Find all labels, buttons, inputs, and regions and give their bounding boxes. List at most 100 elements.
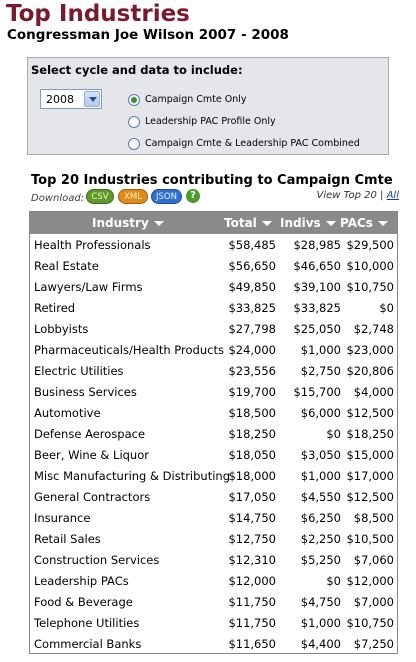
table-row: Lobbyists $27,798 $25,050 $2,748	[30, 318, 397, 339]
cell-pacs: $23,000	[346, 343, 394, 357]
cell-indivs: $39,100	[293, 280, 341, 294]
cell-indivs: $1,000	[300, 616, 341, 630]
radio-campaign-cmte[interactable]	[128, 94, 140, 106]
filter-panel: Select cycle and data to include: 2008 C…	[27, 57, 389, 155]
cell-total: $12,310	[228, 553, 276, 567]
download-label: Download:	[31, 193, 85, 204]
cell-total: $24,000	[228, 343, 276, 357]
cell-total: $18,250	[228, 427, 276, 441]
cell-industry: Health Professionals	[34, 238, 151, 252]
radio-label: Campaign Cmte Only	[145, 94, 247, 105]
download-json-button[interactable]: JSON	[151, 189, 182, 204]
cell-industry: Construction Services	[34, 553, 160, 567]
cell-indivs: $1,000	[300, 343, 341, 357]
cell-total: $49,850	[228, 280, 276, 294]
cell-indivs: $2,250	[300, 532, 341, 546]
sort-arrow-icon	[261, 221, 272, 226]
cell-industry: Leadership PACs	[34, 574, 129, 588]
table-row: Retail Sales $12,750 $2,250 $10,500	[30, 528, 397, 549]
industries-table: Industry Total Indivs PACs Health Profes…	[29, 211, 398, 654]
cell-indivs: $6,000	[300, 406, 341, 420]
chevron-down-icon[interactable]	[84, 91, 100, 107]
section-title: Top 20 Industries contributing to Campai…	[31, 173, 393, 188]
cell-industry: Retail Sales	[34, 532, 101, 546]
cell-total: $27,798	[228, 322, 276, 336]
cell-industry: Defense Aerospace	[34, 427, 146, 441]
cell-indivs: $25,050	[293, 322, 341, 336]
header-pacs-label: PACs	[340, 216, 373, 230]
cell-indivs: $4,550	[300, 490, 341, 504]
cell-total: $23,556	[228, 364, 276, 378]
cell-pacs: $8,500	[353, 511, 394, 525]
cell-pacs: $18,250	[346, 427, 394, 441]
filter-heading: Select cycle and data to include:	[31, 63, 243, 77]
help-icon[interactable]: ?	[186, 189, 200, 203]
header-industry[interactable]: Industry	[92, 216, 164, 230]
download-csv-button[interactable]: CSV	[86, 189, 114, 204]
cycle-select[interactable]: 2008	[40, 89, 102, 109]
cell-pacs: $12,500	[346, 490, 394, 504]
cell-industry: General Contractors	[34, 490, 151, 504]
cell-total: $58,485	[228, 238, 276, 252]
cell-indivs: $33,825	[293, 301, 341, 315]
cell-indivs: $3,050	[300, 448, 341, 462]
download-xml-button[interactable]: XML	[118, 189, 148, 204]
radio-label: Leadership PAC Profile Only	[145, 116, 276, 127]
cell-total: $18,050	[228, 448, 276, 462]
cell-indivs: $5,250	[300, 553, 341, 567]
page-title: Top Industries	[6, 1, 190, 27]
radio-combined[interactable]	[128, 138, 140, 150]
sort-arrow-icon	[153, 221, 164, 226]
cell-total: $11,650	[228, 637, 276, 651]
cell-pacs: $10,500	[346, 532, 394, 546]
view-all-link[interactable]: All	[386, 190, 399, 201]
view-links: View Top 20 | All	[316, 190, 399, 201]
cell-indivs: $4,400	[300, 637, 341, 651]
cell-industry: Real Estate	[34, 259, 99, 273]
header-indivs[interactable]: Indivs	[280, 216, 336, 230]
table-row: Lawyers/Law Firms $49,850 $39,100 $10,750	[30, 276, 397, 297]
cell-industry: Lobbyists	[34, 322, 89, 336]
header-pacs[interactable]: PACs	[340, 216, 388, 230]
cell-pacs: $10,750	[346, 616, 394, 630]
cell-pacs: $4,000	[353, 385, 394, 399]
header-total[interactable]: Total	[224, 216, 272, 230]
cell-pacs: $0	[379, 301, 394, 315]
table-row: Beer, Wine & Liquor $18,050 $3,050 $15,000	[30, 444, 397, 465]
cell-pacs: $17,000	[346, 469, 394, 483]
cell-industry: Lawyers/Law Firms	[34, 280, 143, 294]
cell-indivs: $28,985	[293, 238, 341, 252]
radio-leadership-pac[interactable]	[128, 116, 140, 128]
table-header: Industry Total Indivs PACs	[30, 212, 397, 234]
cell-pacs: $7,060	[353, 553, 394, 567]
cell-pacs: $12,000	[346, 574, 394, 588]
cell-total: $19,700	[228, 385, 276, 399]
table-row: Real Estate $56,650 $46,650 $10,000	[30, 255, 397, 276]
cell-indivs: $4,750	[300, 595, 341, 609]
cell-pacs: $10,750	[346, 280, 394, 294]
cell-industry: Automotive	[34, 406, 101, 420]
cell-industry: Retired	[34, 301, 76, 315]
cell-pacs: $7,250	[353, 637, 394, 651]
cell-pacs: $2,748	[353, 322, 394, 336]
cell-total: $56,650	[228, 259, 276, 273]
cell-total: $18,000	[228, 469, 276, 483]
header-indivs-label: Indivs	[280, 216, 321, 230]
cell-indivs: $0	[326, 574, 341, 588]
cell-pacs: $29,500	[346, 238, 394, 252]
table-row: General Contractors $17,050 $4,550 $12,500	[30, 486, 397, 507]
page-subtitle: Congressman Joe Wilson 2007 - 2008	[7, 27, 289, 43]
table-row: Retired $33,825 $33,825 $0	[30, 297, 397, 318]
table-row: Telephone Utilities $11,750 $1,000 $10,750	[30, 612, 397, 633]
cell-total: $14,750	[228, 511, 276, 525]
cell-industry: Electric Utilities	[34, 364, 124, 378]
cell-indivs: $46,650	[293, 259, 341, 273]
cell-total: $12,000	[228, 574, 276, 588]
table-row: Business Services $19,700 $15,700 $4,000	[30, 381, 397, 402]
cell-industry: Business Services	[34, 385, 137, 399]
cell-total: $18,500	[228, 406, 276, 420]
cell-pacs: $7,000	[353, 595, 394, 609]
cell-indivs: $0	[326, 427, 341, 441]
cell-industry: Misc Manufacturing & Distributing	[34, 469, 230, 483]
cell-industry: Insurance	[34, 511, 91, 525]
